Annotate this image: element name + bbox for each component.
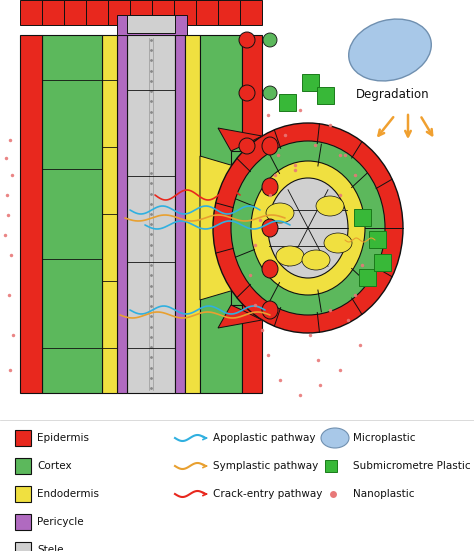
Bar: [15, 486, 31, 502]
Bar: [169, 0, 194, 22]
Bar: [174, 0, 196, 25]
Bar: [42, 0, 67, 22]
Bar: [194, 0, 220, 22]
Ellipse shape: [213, 123, 403, 333]
Ellipse shape: [321, 428, 349, 448]
Bar: [127, 15, 175, 33]
FancyBboxPatch shape: [369, 231, 386, 248]
Ellipse shape: [239, 85, 255, 101]
Ellipse shape: [276, 246, 304, 266]
Bar: [200, 35, 242, 393]
Text: Nanoplastic: Nanoplastic: [353, 489, 414, 499]
Text: Symplastic pathway: Symplastic pathway: [213, 461, 318, 471]
Ellipse shape: [263, 86, 277, 100]
Ellipse shape: [231, 141, 385, 315]
FancyBboxPatch shape: [302, 74, 319, 91]
Bar: [144, 0, 169, 22]
Ellipse shape: [302, 250, 330, 270]
Ellipse shape: [349, 19, 431, 81]
Bar: [15, 542, 31, 551]
Ellipse shape: [239, 138, 255, 154]
Bar: [117, 15, 187, 35]
Ellipse shape: [239, 32, 255, 48]
Bar: [218, 0, 240, 25]
Bar: [196, 0, 218, 25]
Ellipse shape: [266, 203, 294, 223]
Bar: [42, 0, 64, 25]
Text: Endodermis: Endodermis: [37, 489, 99, 499]
Ellipse shape: [251, 161, 365, 295]
Ellipse shape: [262, 301, 278, 319]
Bar: [20, 0, 42, 25]
FancyBboxPatch shape: [374, 254, 391, 271]
Ellipse shape: [262, 137, 278, 155]
FancyBboxPatch shape: [359, 269, 376, 286]
Bar: [93, 0, 118, 22]
Bar: [152, 0, 174, 25]
Text: Apoplastic pathway: Apoplastic pathway: [213, 433, 316, 443]
Bar: [127, 35, 175, 393]
Ellipse shape: [262, 178, 278, 196]
Bar: [86, 0, 108, 25]
Polygon shape: [218, 128, 262, 151]
Ellipse shape: [324, 233, 352, 253]
Bar: [130, 0, 152, 25]
Bar: [67, 0, 93, 22]
Bar: [242, 35, 262, 393]
Bar: [117, 35, 127, 393]
Bar: [42, 35, 102, 393]
Text: Crack-entry pathway: Crack-entry pathway: [213, 489, 322, 499]
Polygon shape: [200, 156, 251, 300]
Text: Degradation: Degradation: [356, 88, 430, 101]
Bar: [108, 0, 130, 25]
Bar: [102, 35, 117, 393]
Polygon shape: [218, 305, 262, 328]
Ellipse shape: [262, 260, 278, 278]
Ellipse shape: [263, 33, 277, 47]
Bar: [325, 460, 337, 472]
Text: Pericycle: Pericycle: [37, 517, 83, 527]
FancyBboxPatch shape: [317, 87, 334, 104]
FancyBboxPatch shape: [354, 209, 371, 226]
Bar: [240, 0, 262, 25]
Polygon shape: [231, 151, 242, 305]
Text: Microplastic: Microplastic: [353, 433, 416, 443]
Text: Epidermis: Epidermis: [37, 433, 89, 443]
Text: Stele: Stele: [37, 545, 64, 551]
Text: Cortex: Cortex: [37, 461, 72, 471]
Ellipse shape: [316, 196, 344, 216]
Bar: [15, 430, 31, 446]
Ellipse shape: [365, 22, 425, 62]
Ellipse shape: [268, 178, 348, 278]
Text: Submicrometre Plastic: Submicrometre Plastic: [353, 461, 471, 471]
Bar: [64, 0, 86, 25]
Bar: [185, 35, 200, 393]
FancyBboxPatch shape: [279, 94, 296, 111]
Bar: [15, 514, 31, 530]
Bar: [118, 0, 144, 22]
Bar: [15, 458, 31, 474]
Ellipse shape: [262, 219, 278, 237]
Ellipse shape: [263, 139, 277, 153]
Bar: [20, 35, 42, 393]
Bar: [175, 35, 185, 393]
